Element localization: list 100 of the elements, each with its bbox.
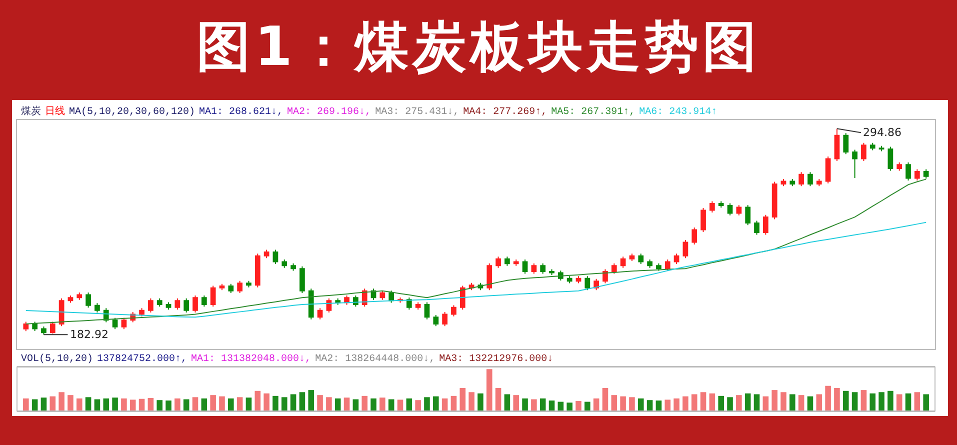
bar <box>790 394 796 411</box>
candlestick <box>300 266 305 294</box>
bar <box>478 393 484 411</box>
candlestick <box>174 298 180 310</box>
bar <box>656 400 662 411</box>
bar <box>442 398 448 411</box>
candlestick <box>290 262 296 272</box>
bar <box>611 395 618 411</box>
bar <box>513 395 519 411</box>
candlestick <box>68 294 74 304</box>
text: MA3: 132212976.000↓ <box>439 354 554 365</box>
bar <box>629 397 635 411</box>
bar <box>85 397 92 411</box>
bar <box>370 398 376 411</box>
bar <box>362 396 368 411</box>
bar <box>878 392 884 411</box>
candlestick <box>906 162 911 181</box>
candlestick <box>76 292 82 300</box>
candlestick <box>50 321 56 334</box>
bar <box>700 392 706 411</box>
bar <box>415 400 421 411</box>
candlestick <box>139 308 144 317</box>
annotation: 294.86 <box>863 126 902 139</box>
bar <box>914 392 920 411</box>
bar <box>780 392 786 411</box>
bar <box>762 396 769 411</box>
candlestick <box>272 249 278 264</box>
text: MA2: 269.196↓, <box>287 107 372 118</box>
bar <box>727 397 733 411</box>
candlestick <box>540 262 546 274</box>
candlestick <box>442 311 448 327</box>
bar <box>852 392 858 411</box>
bar <box>531 399 537 411</box>
bar <box>646 400 653 411</box>
bar <box>272 396 278 411</box>
bar <box>424 397 430 411</box>
bar <box>682 396 688 411</box>
candlestick <box>451 304 456 317</box>
bar <box>299 392 306 411</box>
candlestick <box>914 168 920 181</box>
bar <box>76 398 82 411</box>
candlestick <box>888 146 894 172</box>
candlestick <box>86 292 91 308</box>
candlestick <box>192 294 198 314</box>
bar <box>860 390 867 411</box>
bar <box>236 397 243 411</box>
candlestick <box>745 204 751 226</box>
text: 137824752.000↑, <box>97 354 188 365</box>
candlestick <box>727 202 733 216</box>
bar <box>308 390 314 411</box>
bar <box>772 390 778 411</box>
candlestick <box>790 178 796 187</box>
bar <box>460 388 466 411</box>
candlestick <box>32 321 38 332</box>
bar <box>264 393 270 411</box>
text: MA3: 275.431↓, <box>375 107 460 118</box>
candlestick <box>682 240 688 259</box>
candlestick <box>664 259 670 272</box>
candlestick <box>762 214 768 236</box>
text: MA5: 267.391↑, <box>551 107 636 118</box>
candlestick <box>620 256 626 268</box>
candlestick <box>700 208 706 232</box>
candlestick <box>549 268 554 276</box>
candlestick <box>754 220 760 236</box>
bar <box>406 398 412 411</box>
bar <box>566 402 572 411</box>
candlestick <box>522 259 528 274</box>
candlestick <box>647 259 652 268</box>
bar <box>896 394 902 411</box>
candlestick <box>201 294 207 308</box>
candlestick <box>656 262 662 272</box>
candlestick <box>121 317 127 330</box>
candlestick <box>710 200 715 213</box>
candlestick <box>584 276 590 291</box>
bar <box>754 394 760 411</box>
text: MA(5,10,20,30,60,120) <box>69 107 196 118</box>
candlestick <box>861 142 866 162</box>
bar <box>68 395 74 411</box>
bar <box>486 369 492 411</box>
annotation: 182.92 <box>70 328 108 341</box>
candlestick <box>531 262 537 274</box>
candlestick <box>718 200 724 208</box>
bar <box>380 398 386 411</box>
bar <box>888 390 894 411</box>
candlestick <box>23 321 29 332</box>
bar <box>834 388 840 411</box>
candlestick <box>843 132 849 155</box>
bar <box>156 400 162 411</box>
bar <box>246 398 252 411</box>
candlestick <box>780 178 786 187</box>
candlestick <box>148 298 154 314</box>
candlestick <box>870 142 876 151</box>
bar <box>40 398 47 411</box>
candlestick <box>433 314 439 327</box>
candlestick <box>923 168 929 180</box>
candlestick <box>237 280 242 294</box>
bar <box>674 398 680 411</box>
bar <box>504 394 510 411</box>
candlestick <box>736 204 742 216</box>
bar <box>326 397 332 411</box>
